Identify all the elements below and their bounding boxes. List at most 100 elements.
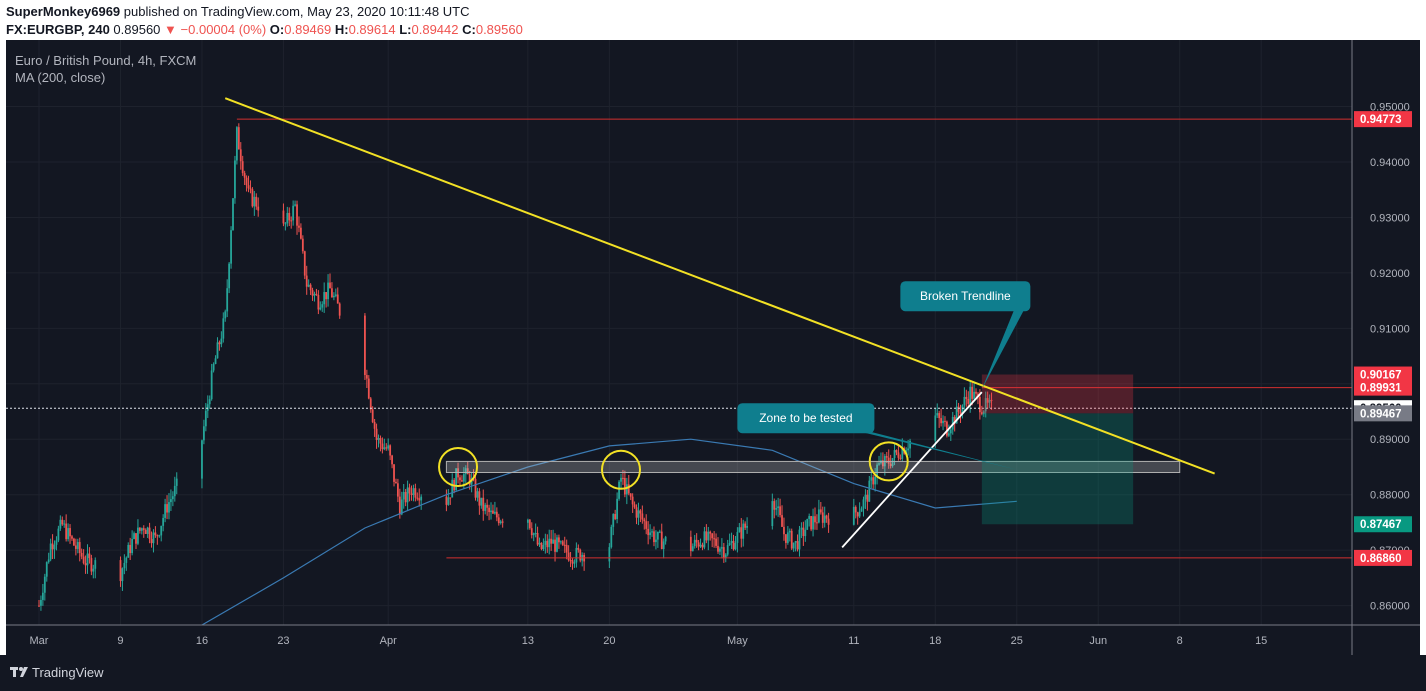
candle-body: [144, 529, 147, 534]
candle-body: [528, 519, 531, 529]
x-tick-label: 25: [1011, 635, 1023, 647]
candle-body: [462, 474, 465, 482]
candle-body: [975, 391, 977, 394]
candle-body: [876, 464, 878, 477]
level-tag-label: 0.94773: [1360, 114, 1402, 126]
candle-body: [257, 206, 260, 211]
candle-body: [237, 127, 240, 150]
candle-body: [235, 127, 238, 161]
candle-body: [893, 450, 896, 459]
symbol-ohlc: FX:EURGBP, 240 0.89560 ▼ −0.00004 (0%) O…: [6, 22, 523, 37]
candle-body: [152, 532, 155, 544]
candle-body: [938, 413, 941, 419]
candle-body: [220, 338, 223, 345]
candle-body: [383, 447, 386, 450]
candle-body: [331, 288, 333, 298]
candle-body: [412, 488, 415, 496]
candle-body: [455, 468, 457, 491]
candle-body: [482, 497, 485, 511]
candle-body: [990, 399, 993, 401]
candle-body: [979, 397, 981, 413]
candle-body: [59, 519, 62, 529]
x-tick-label: Jun: [1089, 635, 1107, 647]
tradingview-logo[interactable]: TradingView: [10, 665, 104, 680]
candle-body: [451, 479, 454, 498]
candle-body: [158, 535, 161, 537]
candle-body: [398, 496, 401, 515]
candle-body: [973, 391, 975, 399]
candle-body: [703, 531, 706, 548]
candle-body: [695, 539, 698, 543]
candle-body: [121, 568, 124, 582]
candle-body: [742, 523, 745, 539]
level-tag-label: 0.89931: [1360, 383, 1402, 395]
candle-body: [286, 212, 289, 224]
candle-body: [697, 542, 700, 547]
candle-body: [474, 478, 477, 498]
candle-body: [738, 527, 741, 533]
candle-body: [495, 511, 498, 518]
candle-body: [616, 498, 619, 519]
candle-body: [484, 504, 487, 511]
moving-average-line: [201, 438, 1017, 626]
candle-body: [821, 512, 824, 523]
candle-body: [819, 509, 822, 513]
take-profit-zone: [981, 413, 1134, 525]
candle-body: [41, 592, 44, 600]
candle-body: [480, 497, 483, 506]
candle-body: [216, 342, 219, 359]
candle-body: [934, 415, 937, 441]
level-tag: [1354, 549, 1412, 566]
candle-body: [71, 536, 73, 539]
candle-body: [526, 519, 529, 523]
candle-body: [561, 541, 564, 545]
candle-body: [173, 485, 176, 497]
chart-area[interactable]: Broken Trendline Zone to be tested 0.86000…: [6, 40, 1420, 655]
candle-body: [637, 510, 640, 518]
high-label: H:: [334, 22, 349, 37]
x-tick-label: 23: [277, 635, 289, 647]
candle-body: [418, 498, 421, 501]
candle-body: [170, 499, 172, 503]
candle-body: [127, 544, 130, 558]
candle-body: [45, 562, 48, 577]
candle-body: [393, 464, 395, 482]
candle-body: [816, 522, 818, 524]
callout-label: Zone to be tested: [759, 411, 852, 425]
candle-body: [80, 552, 83, 557]
candle-body: [559, 541, 562, 543]
candle-body: [530, 528, 533, 536]
candle-body: [618, 481, 620, 499]
candle-body: [573, 562, 576, 564]
price-chart[interactable]: Broken Trendline Zone to be tested 0.86000…: [6, 40, 1420, 655]
candle-body: [49, 543, 52, 560]
y-tick-label: 0.89000: [1370, 434, 1410, 446]
candle-body: [556, 537, 558, 552]
candle-body: [76, 542, 79, 549]
candle-body: [53, 544, 56, 550]
candle-body: [980, 412, 983, 415]
candle-body: [548, 538, 551, 548]
x-tick-label: 8: [1177, 635, 1183, 647]
candle-body: [381, 443, 384, 450]
candle-body: [135, 533, 137, 544]
candle-body: [92, 568, 95, 572]
candle-body: [612, 514, 615, 527]
candle-body: [63, 523, 66, 525]
candle-body: [734, 542, 737, 550]
candle-body: [775, 508, 778, 510]
candle-body: [332, 295, 335, 298]
price-change: ▼ −0.00004 (0%): [164, 22, 267, 37]
level-tag: [1354, 366, 1412, 383]
candle-body: [243, 173, 246, 178]
candle-body: [365, 375, 368, 379]
candle-body: [550, 538, 553, 544]
callout-box: [737, 403, 875, 434]
candle-body: [961, 405, 964, 414]
footer: TradingView: [0, 655, 1426, 691]
candle-body: [717, 545, 719, 552]
candle-body: [691, 546, 694, 552]
candle-body: [649, 532, 651, 536]
x-tick-label: May: [727, 635, 748, 647]
author-name[interactable]: SuperMonkey6969: [6, 4, 121, 19]
